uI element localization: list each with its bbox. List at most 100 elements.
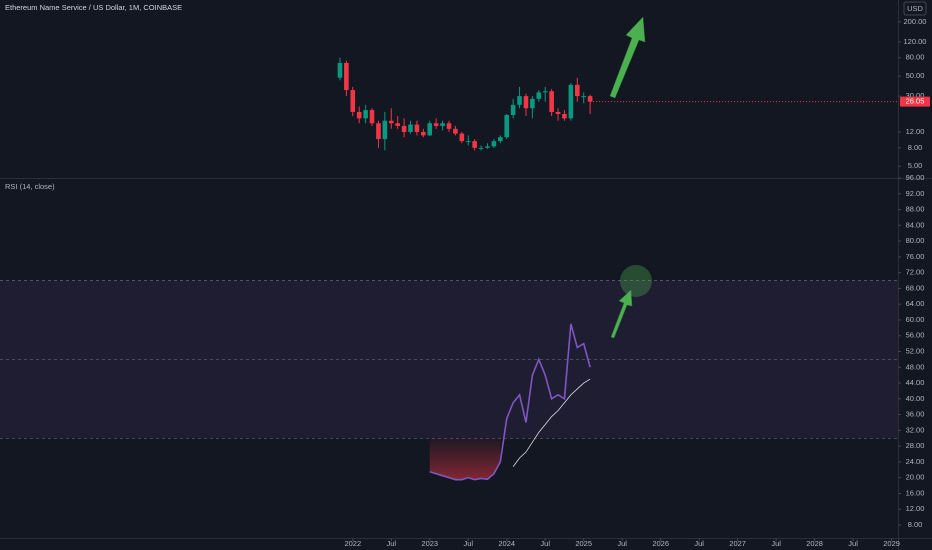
y-tick-label: 72.00: [906, 268, 925, 277]
y-tick-label: 28.00: [906, 441, 925, 450]
candle-body: [446, 123, 452, 129]
y-tick-label: 16.00: [906, 488, 925, 497]
oversold-fill: [429, 438, 501, 480]
y-tick-label: 24.00: [906, 457, 925, 466]
candle-body: [581, 96, 586, 98]
chart-title: Ethereum Name Service / US Dollar, 1M, C…: [5, 3, 182, 12]
currency-button[interactable]: [903, 1, 927, 16]
y-tick-label: 88.00: [906, 205, 925, 214]
candle-body: [433, 123, 439, 126]
candle-body: [363, 110, 368, 119]
y-tick-label: 80.00: [906, 53, 925, 62]
x-tick-label: 2023: [421, 539, 438, 548]
x-tick-label: Jul: [540, 539, 550, 548]
candle-body: [555, 111, 561, 114]
y-tick-label: 8.00: [908, 520, 923, 529]
x-tick-label: Jul: [386, 539, 396, 548]
candle-body: [549, 91, 554, 112]
candle-body: [498, 137, 503, 142]
candle-body: [408, 124, 413, 132]
y-tick-label: 12.00: [906, 127, 925, 136]
candle-body: [530, 98, 535, 109]
x-tick-label: Jul: [463, 539, 473, 548]
x-tick-label: Jul: [617, 539, 627, 548]
y-tick-label: 48.00: [906, 362, 925, 371]
candle-body: [337, 62, 343, 78]
candle-body: [376, 123, 381, 140]
currency-label[interactable]: USD: [907, 4, 923, 13]
candle-body: [510, 104, 516, 116]
x-tick-label: Jul: [771, 539, 781, 548]
last-price-box: [900, 96, 930, 107]
x-tick-label: 2029: [883, 539, 900, 548]
candle-body: [453, 128, 458, 134]
y-tick-label: 8.00: [908, 143, 923, 152]
candle-body: [587, 96, 593, 102]
candle-body: [395, 123, 400, 126]
y-tick-label: 200.00: [904, 17, 927, 26]
y-tick-label: 44.00: [906, 378, 925, 387]
x-tick-label: Jul: [694, 539, 704, 548]
candle-body: [523, 96, 529, 109]
y-tick-label: 60.00: [906, 315, 925, 324]
indicator-title: RSI (14, close): [5, 182, 55, 191]
candle-body: [440, 123, 445, 126]
x-tick-label: 2022: [344, 539, 361, 548]
candle-body: [350, 90, 356, 112]
x-tick-label: 2027: [729, 539, 746, 548]
candle-body: [542, 91, 548, 93]
y-tick-label: 64.00: [906, 299, 925, 308]
x-tick-label: Jul: [848, 539, 858, 548]
candle-body: [478, 147, 484, 149]
x-tick-label: 2026: [652, 539, 669, 548]
candle-body: [465, 141, 471, 143]
y-tick-label: 40.00: [906, 394, 925, 403]
band-fill: [0, 280, 898, 439]
y-tick-label: 5.00: [908, 161, 923, 170]
candle-body: [568, 84, 574, 119]
rsi-line: [512, 378, 591, 467]
y-tick-label: 56.00: [906, 331, 925, 340]
candle-body: [472, 141, 477, 148]
y-tick-label: 84.00: [906, 220, 925, 229]
candle-body: [485, 146, 490, 148]
y-tick-label: 92.00: [906, 189, 925, 198]
candle-body: [388, 120, 394, 124]
x-tick-label: 2028: [806, 539, 823, 548]
candle-body: [382, 120, 388, 140]
candle-body: [504, 115, 510, 138]
candle-body: [562, 113, 567, 119]
arrow-annotation: [610, 289, 633, 339]
candle-body: [517, 96, 522, 105]
candle-body: [427, 123, 433, 136]
rsi-line: [429, 323, 591, 481]
y-tick-label: 52.00: [906, 346, 925, 355]
arrow-annotation: [609, 16, 646, 99]
y-tick-label: 30.00: [906, 91, 925, 100]
y-tick-label: 36.00: [906, 410, 925, 419]
candle-body: [356, 111, 362, 119]
x-tick-label: 2024: [498, 539, 515, 548]
circle-annotation: [620, 265, 652, 297]
candle-body: [369, 110, 375, 124]
candle-body: [401, 125, 407, 132]
candle-body: [414, 124, 420, 132]
x-tick-label: 2025: [575, 539, 592, 548]
candle-body: [421, 131, 426, 136]
y-tick-label: 20.00: [906, 473, 925, 482]
y-tick-label: 120.00: [904, 37, 927, 46]
candle-body: [459, 133, 465, 142]
candle-body: [491, 141, 497, 147]
y-tick-label: 50.00: [906, 71, 925, 80]
y-tick-label: 76.00: [906, 252, 925, 261]
y-tick-label: 12.00: [906, 504, 925, 513]
y-tick-label: 68.00: [906, 283, 925, 292]
y-tick-label: 32.00: [906, 425, 925, 434]
candle-body: [536, 92, 542, 99]
plot: 200.00 120.00 80.00 50.00 30.00 12.00 8.00 5.00…: [0, 17, 930, 548]
y-tick-label: 80.00: [906, 236, 925, 245]
last-price-label: 26.05: [906, 97, 925, 106]
y-tick-label: 96.00: [906, 173, 925, 182]
candle-body: [344, 62, 349, 91]
